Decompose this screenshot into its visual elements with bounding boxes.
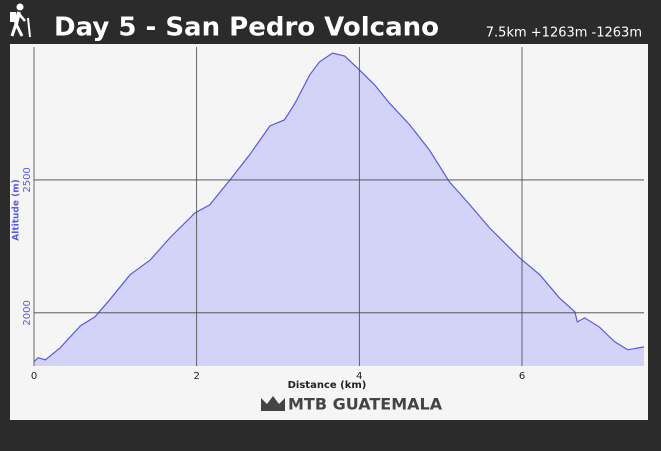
line bbox=[33, 52, 645, 363]
title: Day 5 - San Pedro Volcano bbox=[54, 13, 439, 43]
x-tick-label: 0 bbox=[31, 371, 37, 382]
y-tick-label: 2000 bbox=[22, 300, 33, 325]
x-tick-label: 2 bbox=[193, 371, 199, 382]
logo: MTB GUATEMALA bbox=[261, 395, 443, 414]
y-axis-label: Altitude (m) bbox=[12, 179, 22, 240]
area bbox=[34, 53, 644, 366]
x-axis-label: Distance (km) bbox=[288, 380, 367, 391]
x-tick-label: 4 bbox=[356, 371, 362, 382]
logo-text: MTB GUATEMALA bbox=[288, 395, 443, 414]
hiker-icon bbox=[10, 3, 31, 38]
stats: 7.5km +1263m -1263m bbox=[486, 26, 642, 41]
y-tick-label: 2500 bbox=[22, 167, 33, 192]
x-tick-label: 6 bbox=[519, 371, 525, 382]
